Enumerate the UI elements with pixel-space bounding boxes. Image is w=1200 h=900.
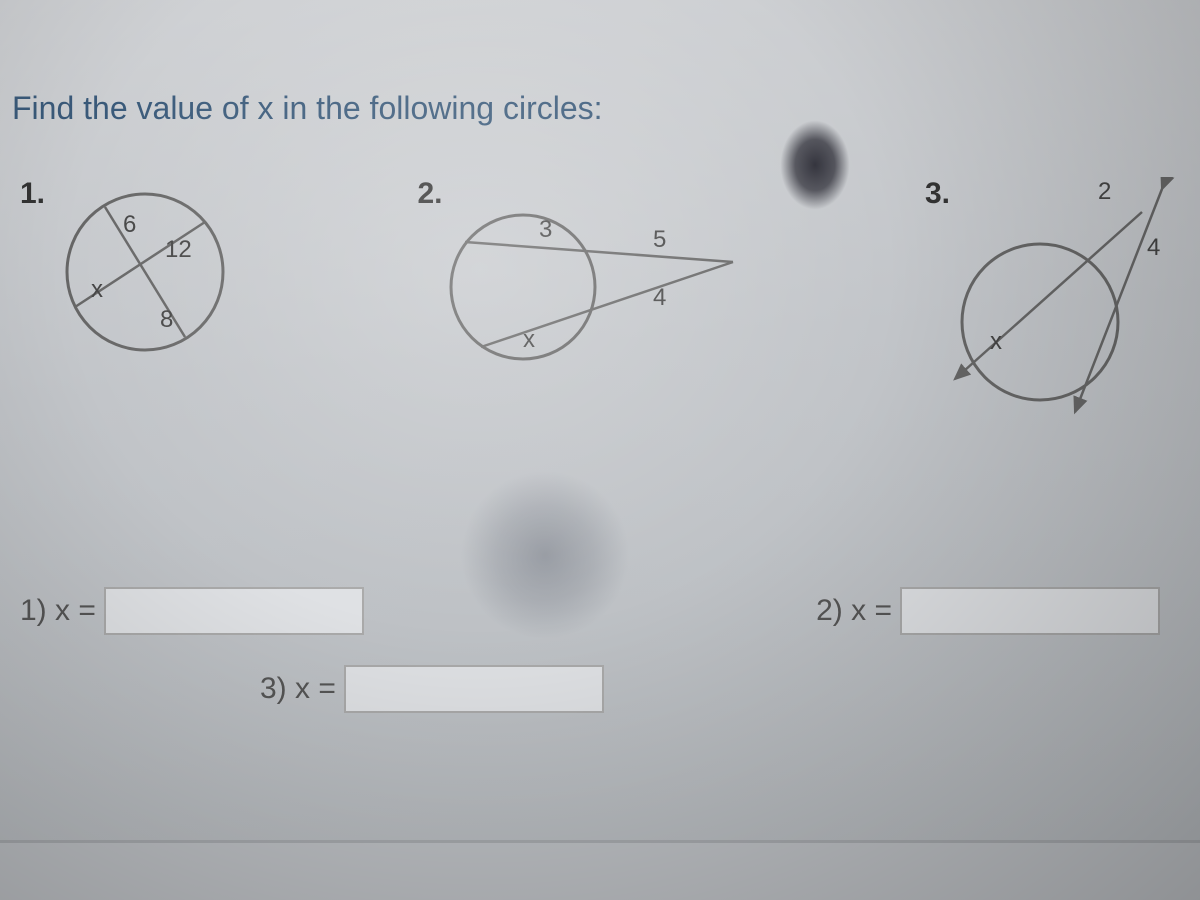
secant-2a [465, 242, 733, 262]
circle-diagram-3: 2 4 x [950, 177, 1180, 427]
label-1-8: 8 [160, 306, 173, 333]
problem-1: 1. 6 12 x 8 [20, 177, 255, 427]
label-3-4: 4 [1147, 234, 1160, 261]
circle-diagram-1: 6 12 x 8 [45, 177, 255, 377]
problem-number-2: 2. [417, 177, 442, 211]
label-1-12: 12 [165, 236, 192, 263]
answers-row-1: 1) x = 2) x = [0, 587, 1200, 635]
circle-diagram-2: 3 5 x 4 [443, 177, 763, 387]
figure-3: 2 4 x [950, 177, 1180, 427]
label-3-x: x [990, 328, 1002, 355]
problem-number-1: 1. [20, 177, 45, 211]
answer-1-input[interactable] [104, 587, 364, 635]
problem-number-3: 3. [925, 177, 950, 211]
worksheet: Find the value of x in the following cir… [0, 0, 1200, 900]
label-1-x: x [91, 276, 103, 303]
label-2-x: x [523, 326, 535, 353]
answer-3-input[interactable] [344, 665, 604, 713]
label-2-5: 5 [653, 226, 666, 253]
figure-1: 6 12 x 8 [45, 177, 255, 377]
problems-row: 1. 6 12 x 8 2. [0, 177, 1200, 427]
label-2-3: 3 [539, 216, 552, 243]
answer-3: 3) x = [260, 665, 604, 713]
page-title: Find the value of x in the following cir… [0, 40, 1200, 157]
answer-2: 2) x = [816, 587, 1160, 635]
answer-1: 1) x = [20, 587, 364, 635]
answer-3-label: 3) x = [260, 672, 336, 706]
circle-3 [962, 244, 1118, 400]
label-2-4: 4 [653, 284, 666, 311]
secant-2b [481, 262, 733, 347]
answer-2-input[interactable] [900, 587, 1160, 635]
problem-2: 2. 3 5 x 4 [417, 177, 762, 427]
tangent-3 [1075, 189, 1162, 412]
answer-2-label: 2) x = [816, 594, 892, 628]
label-1-6: 6 [123, 211, 136, 238]
problem-3: 3. 2 4 [925, 177, 1180, 427]
bottom-divider [0, 840, 1200, 900]
figure-2: 3 5 x 4 [443, 177, 763, 387]
answer-1-label: 1) x = [20, 594, 96, 628]
label-3-2: 2 [1098, 178, 1111, 205]
answers-row-2: 3) x = [0, 665, 1200, 713]
